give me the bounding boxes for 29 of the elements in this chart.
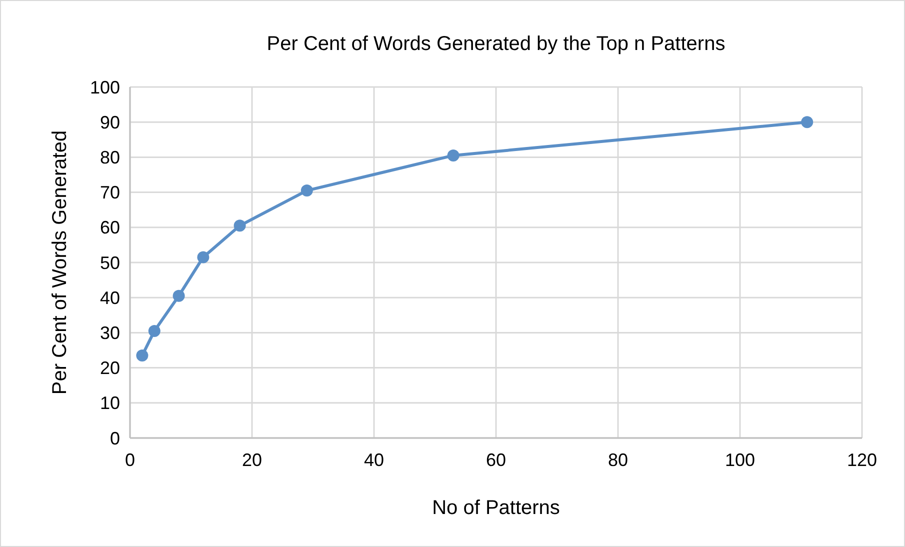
y-tick-label: 80 bbox=[100, 148, 120, 168]
x-tick-label: 100 bbox=[724, 450, 756, 470]
y-tick-label: 60 bbox=[100, 218, 120, 238]
point bbox=[300, 184, 313, 197]
y-tick-label: 0 bbox=[110, 428, 120, 448]
x-tick-label: 0 bbox=[124, 450, 136, 470]
point bbox=[801, 116, 814, 128]
point bbox=[234, 220, 246, 232]
y-tick-label: 90 bbox=[100, 112, 120, 132]
point bbox=[136, 350, 148, 362]
x-axis-title: No of Patterns bbox=[432, 497, 560, 519]
y-tick-label: 20 bbox=[100, 358, 120, 378]
y-tick-label: 100 bbox=[90, 77, 120, 98]
y-tick-label: 40 bbox=[100, 288, 120, 308]
x-tick-label: 40 bbox=[364, 450, 384, 470]
y-tick-label: 50 bbox=[100, 252, 120, 273]
point bbox=[148, 324, 160, 337]
point bbox=[447, 149, 460, 162]
chart-title: Per Cent of Words Generated by the Top n Patterns bbox=[266, 33, 726, 55]
x-tick-label: 20 bbox=[242, 450, 262, 470]
y-tick-label: 70 bbox=[100, 182, 120, 203]
x-tick-label: 120 bbox=[846, 450, 878, 470]
point bbox=[197, 251, 210, 264]
x-tick-label: 60 bbox=[486, 450, 506, 470]
y-axis-title: Per Cent of Words Generated bbox=[49, 130, 71, 395]
y-tick-label: 30 bbox=[100, 323, 120, 343]
y-tick-label: 10 bbox=[100, 393, 120, 414]
point bbox=[172, 290, 185, 302]
x-tick-label: 80 bbox=[608, 450, 628, 470]
